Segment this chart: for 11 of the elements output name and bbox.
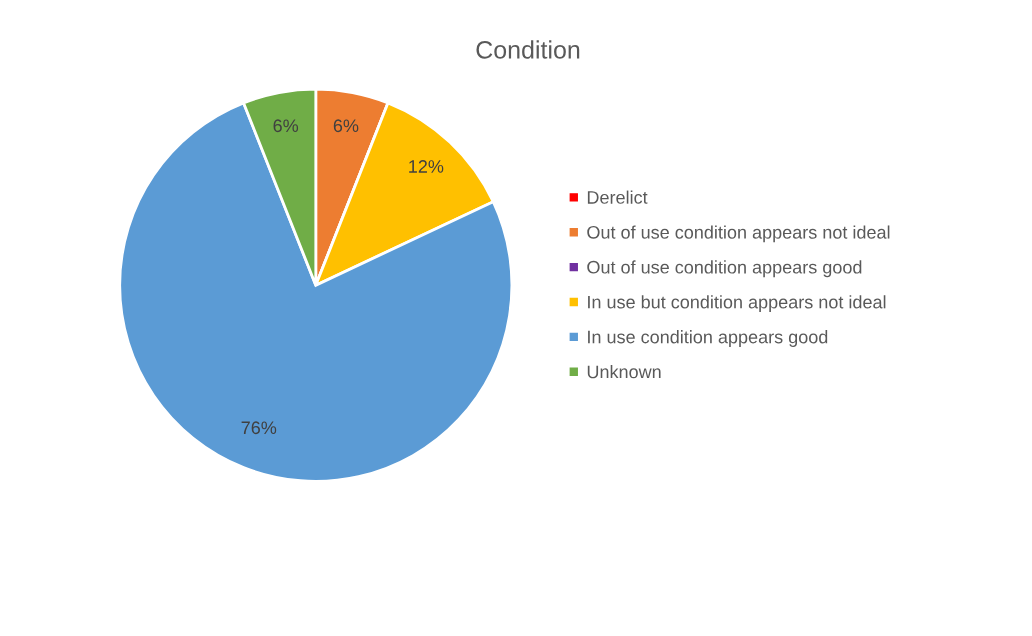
legend-label: Out of use condition appears not ideal xyxy=(587,225,890,243)
data-label: 6% xyxy=(273,119,299,133)
data-label: 76% xyxy=(241,421,277,435)
legend-label: Out of use condition appears good xyxy=(587,260,862,278)
data-label: 6% xyxy=(333,119,359,133)
data-label: 12% xyxy=(409,160,444,173)
legend-label: Unknown xyxy=(587,365,661,379)
chart-title: Condition xyxy=(476,40,580,59)
legend-label: In use but condition appears not ideal xyxy=(588,295,886,313)
legend-label: In use condition appears good xyxy=(588,330,828,347)
legend-label: Derelict xyxy=(587,190,648,204)
